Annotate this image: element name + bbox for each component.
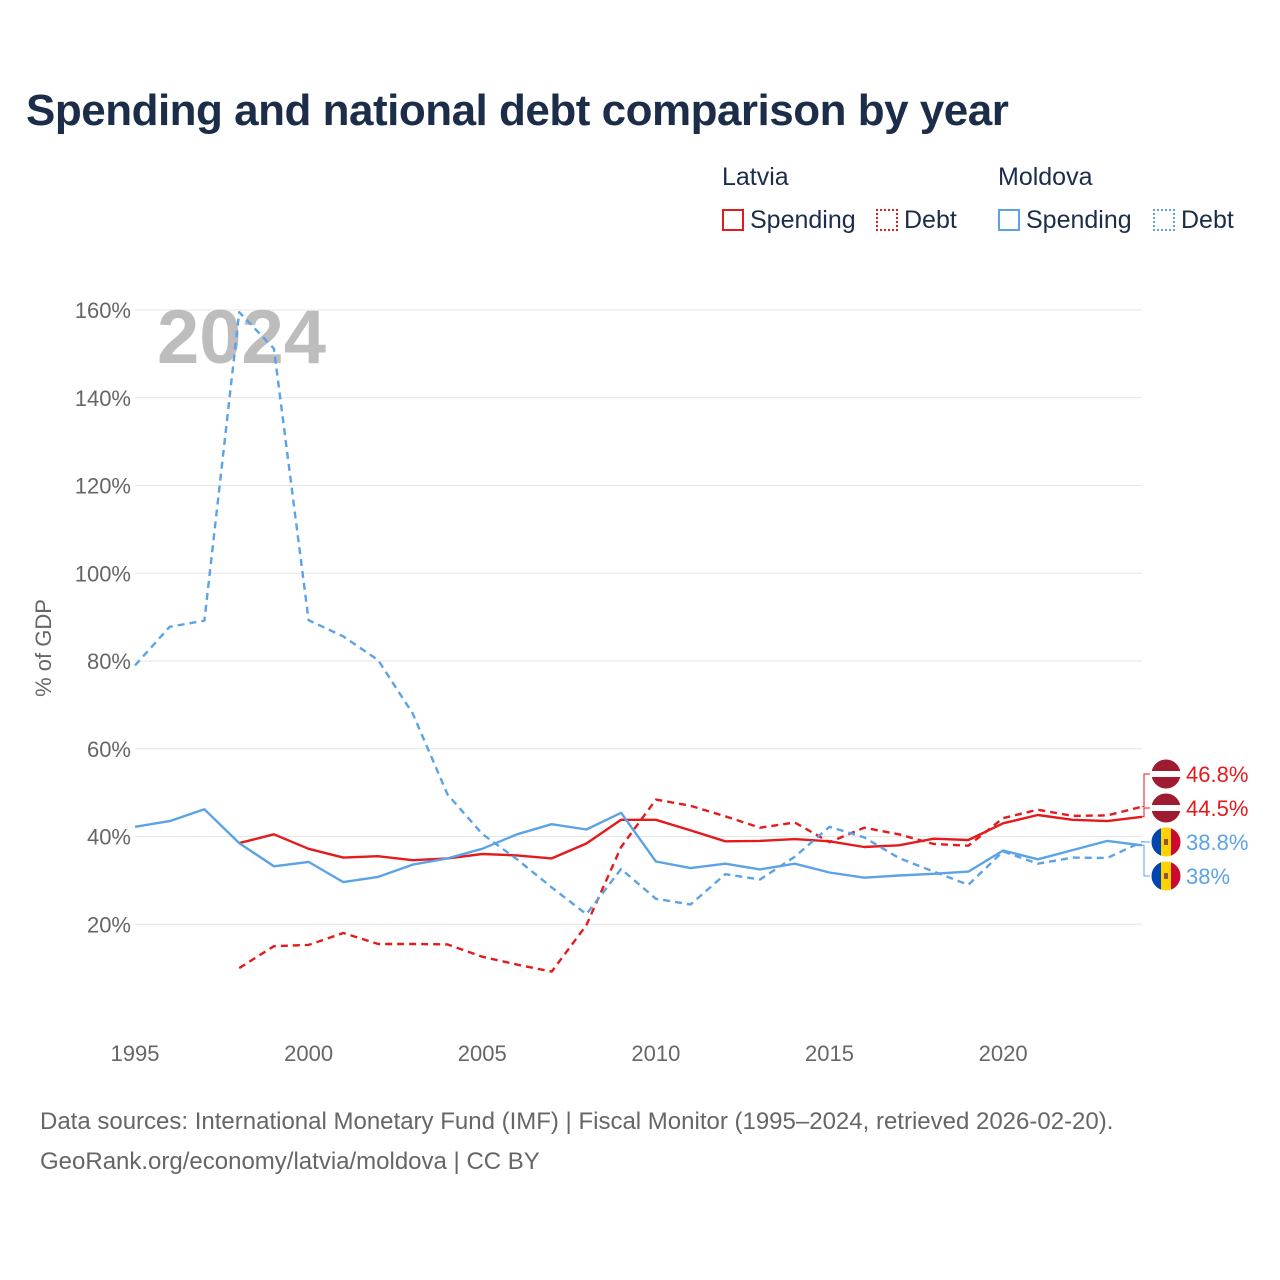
legend-latvia-spending[interactable]: Spending — [722, 204, 856, 236]
end-labels: 46.8% 44.5% 38.8% 38% — [1142, 758, 1248, 892]
legend-solid-swatch — [998, 209, 1020, 231]
moldova-spending-line[interactable] — [134, 808, 1143, 884]
latvia-flag-icon — [1150, 758, 1182, 790]
end-value-label: 46.8% — [1186, 762, 1248, 787]
legend-latvia-title: Latvia — [722, 163, 789, 191]
chart-title: Spending and national debt comparison by… — [26, 86, 1009, 135]
legend-label: Spending — [1026, 205, 1132, 234]
end-label-connector — [1142, 773, 1150, 808]
x-tick-label: 2000 — [284, 1041, 333, 1066]
y-tick-label: 60% — [87, 737, 131, 762]
x-tick-label: 1995 — [111, 1041, 160, 1066]
legend-moldova-spending[interactable]: Spending — [998, 204, 1132, 236]
moldova-flag-icon — [1150, 826, 1182, 858]
legend-dotted-swatch — [876, 209, 898, 231]
data-source-note: Data sources: International Monetary Fun… — [40, 1108, 1114, 1135]
series-lines — [134, 311, 1143, 973]
latvia-debt-line[interactable] — [238, 798, 1143, 973]
x-tick-label: 2020 — [979, 1041, 1028, 1066]
end-value-label: 38% — [1186, 864, 1230, 889]
legend-label: Spending — [750, 205, 856, 234]
y-tick-label: 120% — [75, 474, 131, 499]
y-axis-label: % of GDP — [31, 599, 56, 697]
y-axis-ticks: 20% 40% 60% 80% 100% 120% 140% 160% — [75, 298, 131, 937]
end-value-label: 44.5% — [1186, 796, 1248, 821]
moldova-flag-icon — [1150, 860, 1182, 892]
latvia-flag-icon — [1150, 792, 1182, 824]
x-tick-label: 2010 — [631, 1041, 680, 1066]
x-axis-ticks: 1995 2000 2005 2010 2015 2020 — [111, 1041, 1028, 1066]
x-tick-label: 2005 — [458, 1041, 507, 1066]
x-tick-label: 2015 — [805, 1041, 854, 1066]
legend-dotted-swatch — [1153, 209, 1175, 231]
legend-label: Debt — [1181, 205, 1234, 234]
end-label-connector — [1142, 807, 1150, 818]
legend-label: Debt — [904, 205, 957, 234]
end-label-connector — [1142, 844, 1150, 877]
end-value-label: 38.8% — [1186, 830, 1248, 855]
legend-latvia-debt[interactable]: Debt — [876, 204, 957, 236]
legend-moldova-debt[interactable]: Debt — [1153, 204, 1234, 236]
legend-solid-swatch — [722, 209, 744, 231]
y-tick-label: 100% — [75, 561, 131, 586]
latvia-spending-line[interactable] — [238, 813, 1143, 862]
legend-moldova-title: Moldova — [998, 163, 1093, 191]
year-watermark: 2024 — [157, 295, 326, 380]
moldova-debt-line[interactable] — [134, 311, 1143, 916]
attribution-note: GeoRank.org/economy/latvia/moldova | CC … — [40, 1148, 540, 1175]
y-tick-label: 80% — [87, 649, 131, 674]
y-tick-label: 20% — [87, 912, 131, 937]
line-chart: 20% 40% 60% 80% 100% 120% 140% 160% 1995 2000 200… — [31, 295, 1248, 1066]
y-tick-label: 40% — [87, 825, 131, 850]
gridlines — [135, 309, 1142, 925]
y-tick-label: 160% — [75, 298, 131, 323]
y-tick-label: 140% — [75, 386, 131, 411]
